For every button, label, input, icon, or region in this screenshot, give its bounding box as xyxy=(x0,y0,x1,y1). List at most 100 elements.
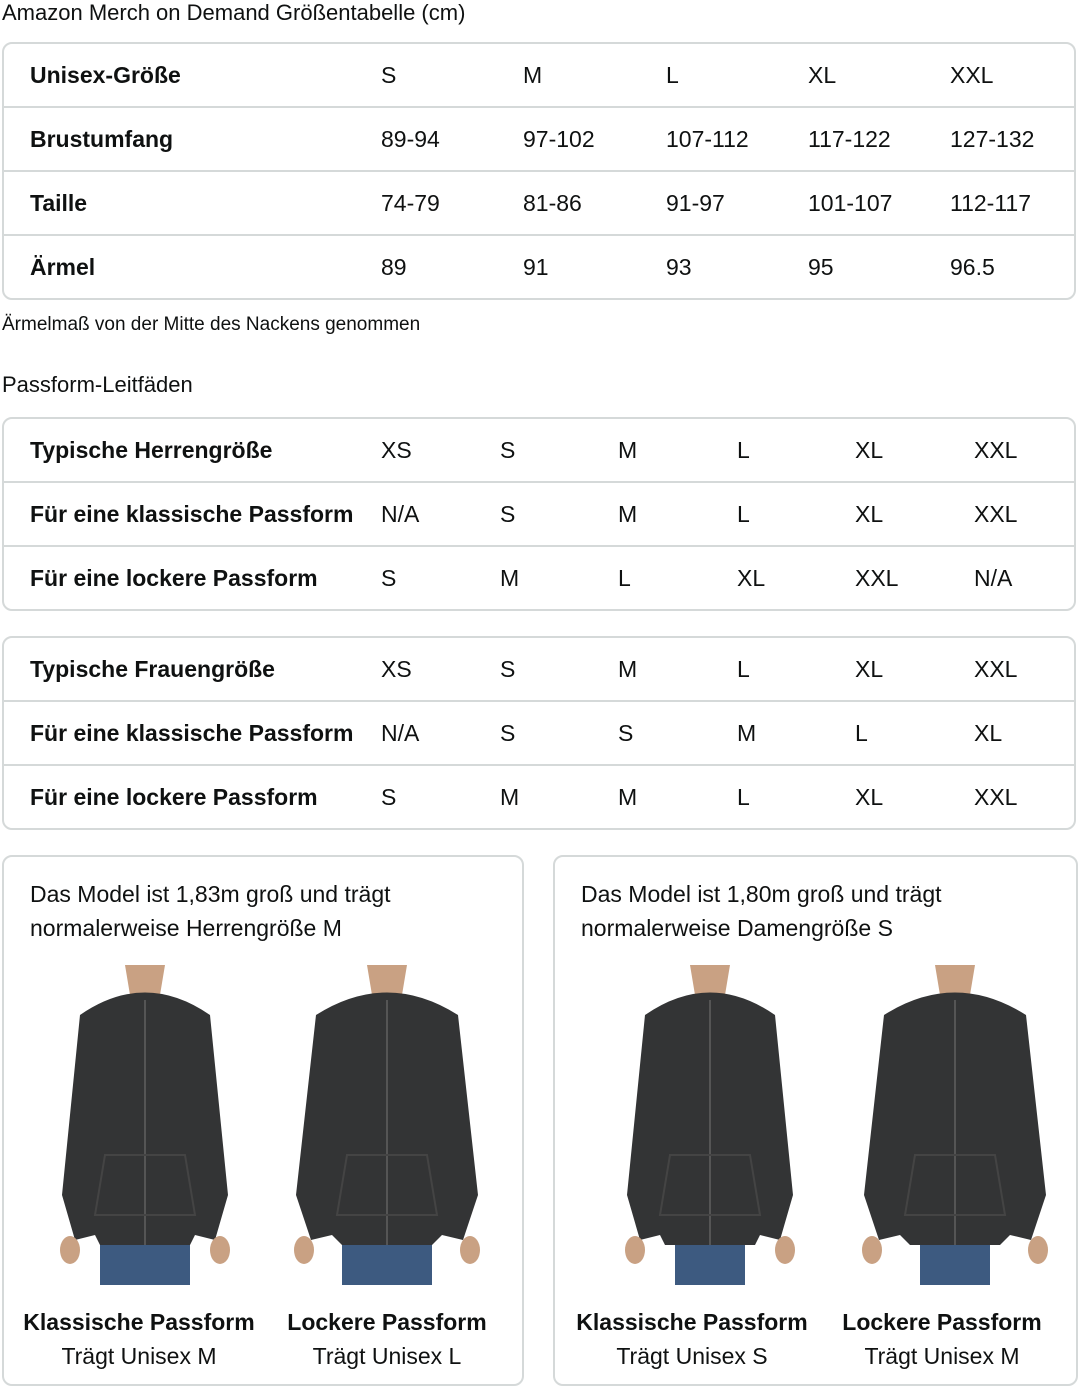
table-row: Für eine lockere Passform S M M L XL XXL xyxy=(4,764,1074,828)
worn-size-label: Trägt Unisex M xyxy=(61,1343,217,1369)
table-cell: L xyxy=(737,783,750,810)
table-cell: XXL xyxy=(950,61,994,88)
table-cell: S xyxy=(381,783,397,810)
model-photo-classic-fit xyxy=(40,965,250,1285)
model-photo-loose-fit xyxy=(850,965,1060,1285)
table-cell: 74-79 xyxy=(381,189,440,216)
row-label: Typische Herrengröße xyxy=(30,436,273,463)
table-row: Für eine lockere Passform S M L XL XXL N/A xyxy=(4,545,1074,609)
table-cell: M xyxy=(618,500,638,527)
table-cell: M xyxy=(618,783,638,810)
table-row: Ärmel 89 91 93 95 96.5 xyxy=(4,234,1074,298)
table-cell: L xyxy=(855,719,868,746)
table-cell: 91 xyxy=(523,253,549,280)
table-cell: XL xyxy=(855,500,884,527)
table-cell: S xyxy=(618,719,634,746)
table-cell: XXL xyxy=(855,564,899,591)
fit-label: Lockere Passform xyxy=(842,1309,1042,1335)
table-cell: N/A xyxy=(381,719,420,746)
table-cell: XXL xyxy=(974,500,1018,527)
row-label: Taille xyxy=(30,189,88,216)
size-table: Unisex-Größe S M L XL XXL Brustumfang 89-94 97-1… xyxy=(2,42,1076,300)
table-row: Taille 74-79 81-86 91-97 101-107 112-117 xyxy=(4,170,1074,234)
table-cell: 95 xyxy=(808,253,834,280)
row-label: Für eine lockere Passform xyxy=(30,783,318,810)
photo-caption: Lockere Passform Trägt Unisex L xyxy=(262,1305,512,1373)
men-fit-table: Typische Herrengröße XS S M L XL XXL Für eine k… xyxy=(2,417,1076,611)
model-card-men: Das Model ist 1,83m groß und trägt norma… xyxy=(2,855,524,1386)
fit-label: Lockere Passform xyxy=(287,1309,487,1335)
table-cell: 89-94 xyxy=(381,125,440,152)
table-row: Für eine klassische Passform N/A S S M L XL xyxy=(4,700,1074,764)
table-cell: XL xyxy=(855,783,884,810)
row-label: Für eine klassische Passform xyxy=(30,719,354,746)
table-cell: S xyxy=(500,655,516,682)
table-cell: M xyxy=(500,783,520,810)
table-cell: M xyxy=(500,564,520,591)
table-cell: 97-102 xyxy=(523,125,595,152)
women-fit-table: Typische Frauengröße XS S M L XL XXL Für eine k… xyxy=(2,636,1076,830)
worn-size-label: Trägt Unisex S xyxy=(616,1343,768,1369)
table-cell: 93 xyxy=(666,253,692,280)
worn-size-label: Trägt Unisex M xyxy=(864,1343,1020,1369)
table-row: Brustumfang 89-94 97-102 107-112 117-122 127-… xyxy=(4,106,1074,170)
table-cell: XS xyxy=(381,436,412,463)
table-cell: XXL xyxy=(974,436,1018,463)
table-cell: 107-112 xyxy=(666,125,749,152)
photo-caption: Klassische Passform Trägt Unisex S xyxy=(567,1305,817,1373)
chart-title: Amazon Merch on Demand Größentabelle (cm… xyxy=(2,0,466,25)
model-description: Das Model ist 1,80m groß und trägt norma… xyxy=(581,877,942,945)
table-cell: XL xyxy=(737,564,766,591)
table-cell: 101-107 xyxy=(808,189,893,216)
model-height-text: Das Model ist 1,80m groß und trägt xyxy=(581,881,942,907)
table-cell: 89 xyxy=(381,253,407,280)
table-cell: XL xyxy=(855,436,884,463)
photo-caption: Lockere Passform Trägt Unisex M xyxy=(817,1305,1067,1373)
table-cell: S xyxy=(381,564,397,591)
fit-label: Klassische Passform xyxy=(576,1309,808,1335)
table-cell: 91-97 xyxy=(666,189,725,216)
table-row: Unisex-Größe S M L XL XXL xyxy=(4,44,1074,106)
table-cell: M xyxy=(618,655,638,682)
table-cell: XL xyxy=(808,61,837,88)
table-cell: L xyxy=(737,436,750,463)
row-label: Brustumfang xyxy=(30,125,174,152)
fit-guide-heading: Passform-Leitfäden xyxy=(2,372,193,397)
model-card-women: Das Model ist 1,80m groß und trägt norma… xyxy=(553,855,1078,1386)
table-cell: 112-117 xyxy=(950,189,1031,216)
row-label: Für eine lockere Passform xyxy=(30,564,318,591)
table-cell: L xyxy=(666,61,679,88)
model-size-text: normalerweise Herrengröße M xyxy=(30,915,342,941)
table-cell: S xyxy=(500,436,516,463)
table-cell: XL xyxy=(855,655,884,682)
model-description: Das Model ist 1,83m groß und trägt norma… xyxy=(30,877,391,945)
row-label: Unisex-Größe xyxy=(30,61,181,88)
row-label: Typische Frauengröße xyxy=(30,655,275,682)
table-cell: M xyxy=(737,719,757,746)
model-photo-classic-fit xyxy=(605,965,815,1285)
table-cell: M xyxy=(618,436,638,463)
fit-label: Klassische Passform xyxy=(23,1309,255,1335)
model-size-text: normalerweise Damengröße S xyxy=(581,915,893,941)
table-row: Typische Frauengröße XS S M L XL XXL xyxy=(4,638,1074,700)
table-cell: XL xyxy=(974,719,1003,746)
table-cell: N/A xyxy=(381,500,420,527)
table-cell: XXL xyxy=(974,783,1018,810)
table-cell: L xyxy=(737,500,750,527)
table-cell: 127-132 xyxy=(950,125,1035,152)
table-row: Typische Herrengröße XS S M L XL XXL xyxy=(4,419,1074,481)
table-cell: XXL xyxy=(974,655,1018,682)
table-cell: 117-122 xyxy=(808,125,891,152)
row-label: Ärmel xyxy=(30,253,96,280)
photo-caption: Klassische Passform Trägt Unisex M xyxy=(14,1305,264,1373)
table-cell: 81-86 xyxy=(523,189,582,216)
table-cell: N/A xyxy=(974,564,1013,591)
table-cell: S xyxy=(500,500,516,527)
model-height-text: Das Model ist 1,83m groß und trägt xyxy=(30,881,391,907)
row-label: Für eine klassische Passform xyxy=(30,500,354,527)
table-cell: L xyxy=(618,564,631,591)
table-cell: S xyxy=(500,719,516,746)
table-cell: XS xyxy=(381,655,412,682)
table-cell: L xyxy=(737,655,750,682)
table-cell: S xyxy=(381,61,397,88)
